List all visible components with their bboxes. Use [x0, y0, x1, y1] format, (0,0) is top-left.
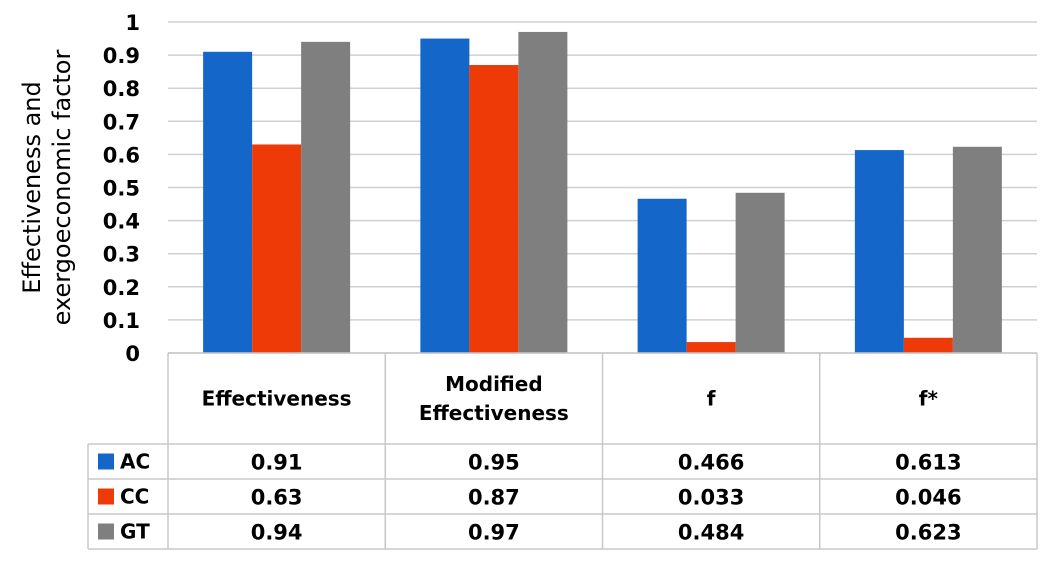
bar-cc	[903, 337, 953, 353]
y-axis-label: Effectiveness and exergoeconomic factor	[18, 50, 76, 326]
data-label: 0.63	[251, 486, 303, 510]
bar-ac	[854, 150, 904, 353]
bar-gt	[518, 31, 568, 354]
data-label: 0.95	[468, 451, 520, 475]
y-axis-label-line: exergoeconomic factor	[48, 50, 76, 326]
y-axis-label-line: Effectiveness and	[18, 81, 46, 293]
bar-cc	[469, 65, 519, 353]
legend-entry: AC	[120, 450, 150, 474]
y-tick-label: 0.8	[103, 77, 140, 101]
y-tick-label: 0.9	[103, 44, 140, 68]
legend-entry: GT	[120, 520, 150, 544]
data-label: 0.613	[895, 451, 961, 475]
legend-entry: CC	[120, 485, 149, 509]
data-label: 0.97	[468, 521, 520, 545]
bar-cc	[686, 342, 736, 353]
bars	[203, 31, 1002, 354]
y-tick-label: 0.1	[103, 309, 140, 333]
data-label: 0.484	[678, 521, 744, 545]
bar-ac	[420, 38, 470, 354]
data-label: 0.033	[678, 486, 744, 510]
y-tick-label: 0.5	[103, 177, 140, 201]
data-label: 0.466	[678, 451, 744, 475]
y-tick-label: 1	[125, 11, 140, 35]
legend-key-gt	[98, 523, 114, 540]
data-label: 0.046	[895, 486, 961, 510]
bar-gt	[735, 192, 785, 353]
y-tick-label: 0.6	[103, 143, 140, 167]
bar-ac	[203, 51, 253, 353]
data-table: Effectiveness Modified Effectiveness f f* AC 0…	[87, 352, 1038, 550]
y-tick-label: 0.3	[103, 243, 140, 267]
x-tick-label: Effectiveness	[419, 401, 569, 425]
bar-gt	[952, 146, 1002, 353]
y-axis-ticks: 0 0.1 0.2 0.3 0.4 0.5 0.6 0.7 0.8 0.9 1	[103, 11, 140, 366]
y-tick-label: 0.7	[103, 110, 140, 134]
data-label: 0.94	[251, 521, 303, 545]
y-tick-label: 0.2	[103, 276, 140, 300]
x-tick-label: Modified	[445, 372, 543, 396]
data-label: 0.91	[251, 451, 303, 475]
y-tick-label: 0	[125, 342, 140, 366]
x-tick-label: f	[707, 387, 716, 411]
bar-ac	[637, 198, 687, 353]
data-label: 0.87	[468, 486, 520, 510]
x-tick-label: f*	[919, 387, 939, 411]
data-label: 0.623	[895, 521, 961, 545]
legend-key-cc	[98, 488, 114, 505]
x-tick-label: Effectiveness	[202, 387, 352, 411]
legend-key-ac	[98, 453, 114, 470]
y-tick-label: 0.4	[103, 210, 140, 234]
bar-gt	[301, 41, 351, 354]
bar-cc	[252, 144, 302, 353]
